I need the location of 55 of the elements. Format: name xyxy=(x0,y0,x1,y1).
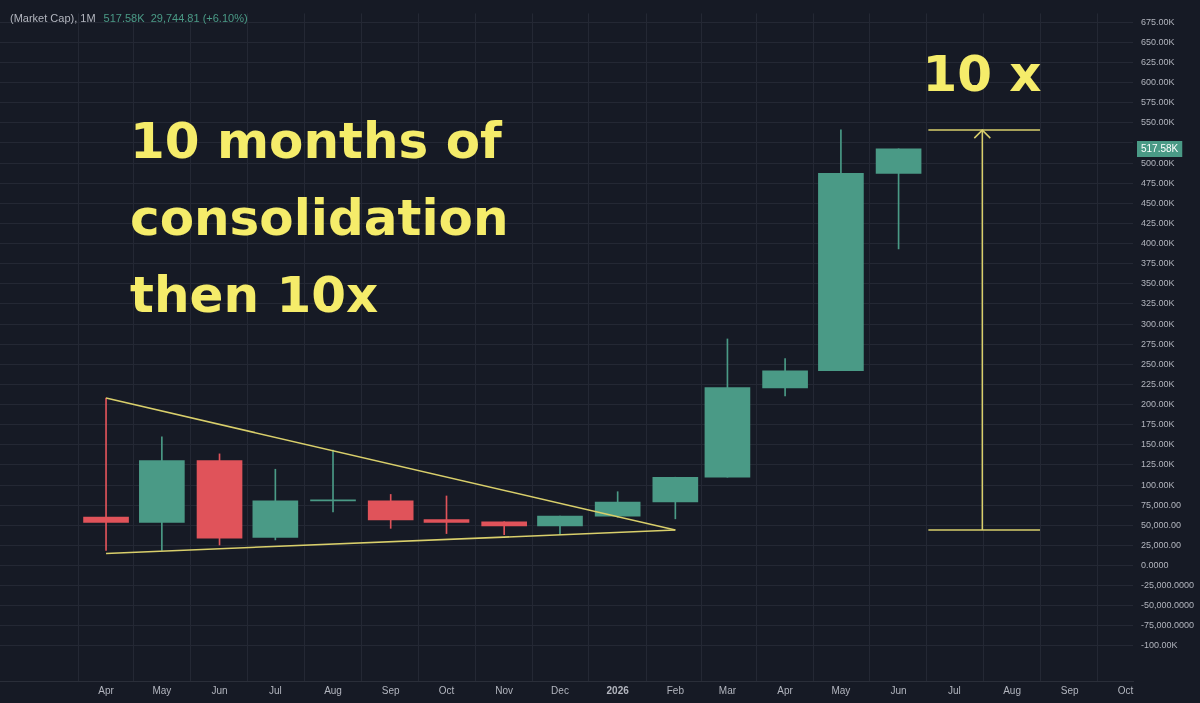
y-tick-label: 500.00K xyxy=(1141,157,1175,168)
y-tick-label: 100.00K xyxy=(1141,479,1175,490)
x-tick-label: Oct xyxy=(1117,684,1134,696)
y-tick-label: 550.00K xyxy=(1141,117,1175,128)
x-tick-label: Dec xyxy=(551,684,569,696)
y-tick-label: 300.00K xyxy=(1141,318,1175,329)
x-tick-label: Aug xyxy=(1003,684,1021,696)
y-tick-label: 375.00K xyxy=(1141,258,1175,269)
y-tick-label: 400.00K xyxy=(1141,238,1175,249)
x-tick-label: Feb xyxy=(666,684,685,696)
y-tick-label: 175.00K xyxy=(1141,419,1175,430)
x-tick-label: May xyxy=(152,684,172,696)
x-tick-label: Jun xyxy=(890,684,907,696)
x-tick-label: Sep xyxy=(381,684,401,696)
y-tick-label: -25,000.0000 xyxy=(1141,580,1195,591)
x-tick-label: Aug xyxy=(324,684,342,696)
y-tick-label: 225.00K xyxy=(1141,378,1175,389)
y-tick-label: 600.00K xyxy=(1141,77,1175,88)
y-tick-label: 350.00K xyxy=(1141,278,1175,289)
x-tick-label: Jul xyxy=(948,684,961,696)
x-tick-label: Jul xyxy=(268,684,282,696)
y-tick-label: 575.00K xyxy=(1141,97,1175,108)
y-tick-label: 625.00K xyxy=(1141,56,1175,67)
x-tick-label: Jun xyxy=(211,684,228,696)
y-tick-label: 25,000.00 xyxy=(1141,539,1182,550)
y-tick-label: 50,000.00 xyxy=(1141,519,1182,530)
annotation: 10 x xyxy=(922,44,1042,103)
x-tick-label: 2026 xyxy=(606,684,630,696)
x-tick-label: Nov xyxy=(495,684,514,696)
y-tick-label: 675.00K xyxy=(1141,16,1175,27)
annotation: 517.58K 29,744.81 (+6.10%) xyxy=(103,12,248,25)
x-tick-label: Apr xyxy=(777,684,794,696)
y-tick-label: 425.00K xyxy=(1141,217,1175,228)
text: 517.58K xyxy=(1141,142,1179,154)
y-tick-label: 275.00K xyxy=(1141,338,1175,349)
y-tick-label: 200.00K xyxy=(1141,399,1175,410)
x-tick-label: Mar xyxy=(718,684,737,696)
y-tick-label: 325.00K xyxy=(1141,298,1175,309)
chart-title: (Market Cap), 1M xyxy=(10,12,96,25)
x-tick-label: Sep xyxy=(1060,684,1080,696)
annotation: 10 months of consolidation then 10x xyxy=(130,111,509,324)
x-tick-label: Apr xyxy=(98,684,115,696)
y-tick-label: 475.00K xyxy=(1141,177,1175,188)
y-tick-label: 125.00K xyxy=(1141,459,1175,470)
y-tick-label: -50,000.0000 xyxy=(1141,600,1195,611)
y-tick-label: 250.00K xyxy=(1141,358,1175,369)
x-tick-label: Oct xyxy=(438,684,455,696)
y-tick-label: 75,000.00 xyxy=(1141,499,1182,510)
y-tick-label: 450.00K xyxy=(1141,197,1175,208)
y-tick-label: -100.00K xyxy=(1141,640,1178,651)
y-tick-label: -75,000.0000 xyxy=(1141,620,1195,631)
y-tick-label: 150.00K xyxy=(1141,439,1175,450)
y-tick-label: 0.0000 xyxy=(1141,559,1169,570)
y-tick-label: 650.00K xyxy=(1141,36,1175,47)
x-tick-label: May xyxy=(831,684,851,696)
